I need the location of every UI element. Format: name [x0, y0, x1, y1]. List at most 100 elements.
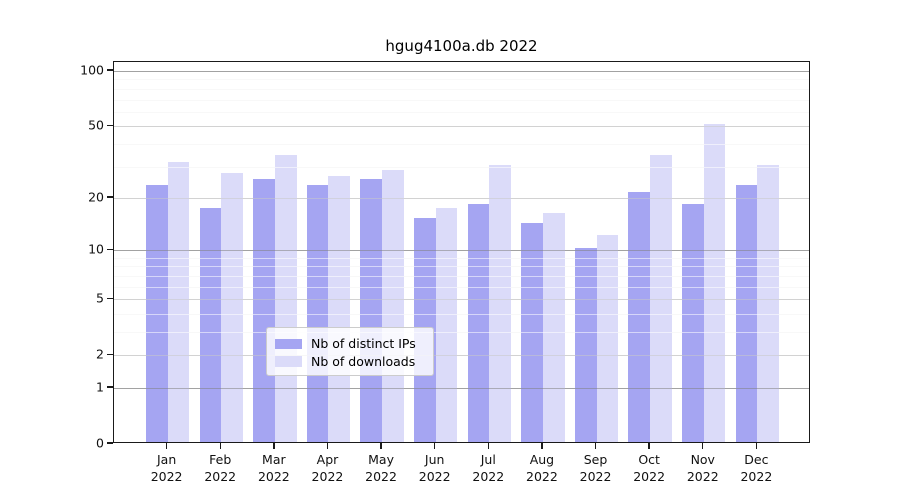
x-tick-label-year: 2022	[686, 469, 719, 484]
x-tick-label-month: Jun	[424, 452, 445, 467]
gridline-major-overlay-100	[114, 71, 809, 73]
x-tick-label-month: Dec	[744, 452, 769, 467]
x-tick-mark-mar	[273, 443, 275, 449]
x-tick-label-apr: Apr 2022	[282, 451, 372, 485]
y-tick-label-1: 1	[96, 379, 104, 395]
x-tick-mark-feb	[219, 443, 221, 449]
x-tick-label-mar: Mar 2022	[229, 451, 319, 485]
legend: Nb of distinct IPs Nb of downloads	[266, 327, 434, 376]
x-tick-mark-dec	[755, 443, 758, 449]
y-tick-label-100: 100	[80, 62, 104, 78]
x-tick-label-month: May	[368, 452, 394, 467]
bar-nb-of-downloads-dec	[757, 164, 780, 442]
gridline-minor-overlay-90	[114, 79, 809, 81]
x-tick-label-jan: Jan 2022	[122, 451, 212, 485]
y-tick-label-10: 10	[88, 241, 104, 257]
x-tick-label-dec: Dec 2022	[711, 451, 801, 485]
x-tick-label-year: 2022	[526, 469, 558, 484]
y-tick-mark-1	[107, 386, 113, 388]
nb-of-downloads-swatch-icon	[275, 356, 302, 367]
gridline-major-100	[114, 71, 809, 73]
y-tick-label-2: 2	[96, 346, 104, 362]
bar-nb-of-downloads-jan	[167, 161, 190, 442]
bar-nb-of-distinct-ips-jul	[467, 204, 490, 442]
bar-nb-of-downloads-jun	[435, 208, 458, 442]
x-tick-label-year: 2022	[204, 469, 237, 484]
bar-nb-of-downloads-oct	[650, 154, 672, 442]
bar-nb-of-distinct-ips-apr	[306, 185, 329, 442]
bar-nb-of-distinct-ips-may	[360, 178, 383, 442]
bar-nb-of-downloads-mar	[274, 154, 297, 442]
x-tick-mark-may	[380, 443, 382, 449]
legend-label: Nb of distinct IPs	[311, 336, 416, 352]
y-tick-mark-0	[107, 442, 113, 444]
gridline-minor-80	[114, 88, 809, 90]
x-tick-label-month: Jan	[156, 452, 177, 467]
legend-entry-nb-of-distinct-ips: Nb of distinct IPs	[275, 335, 425, 353]
bar-nb-of-distinct-ips-dec	[735, 185, 758, 442]
x-tick-label-nov: Nov 2022	[658, 451, 748, 485]
x-tick-label-month: Aug	[529, 452, 555, 467]
x-tick-mark-jun	[433, 443, 436, 449]
x-tick-label-year: 2022	[257, 469, 290, 484]
x-tick-label-year: 2022	[579, 469, 612, 484]
gridline-minor-60	[114, 111, 809, 113]
x-tick-label-month: Feb	[209, 452, 232, 467]
y-tick-label-0: 0	[96, 435, 104, 451]
bar-nb-of-distinct-ips-jan	[145, 185, 168, 442]
bar-nb-of-distinct-ips-nov	[682, 204, 704, 442]
y-tick-label-5: 5	[96, 290, 104, 306]
gridline-minor-90	[114, 79, 809, 81]
x-tick-label-feb: Feb 2022	[175, 451, 265, 485]
x-tick-label-jun: Jun 2022	[390, 451, 480, 485]
bar-nb-of-downloads-may	[382, 169, 404, 442]
nb-of-distinct-ips-swatch-icon	[275, 338, 302, 349]
legend-label: Nb of downloads	[311, 353, 416, 369]
x-tick-label-month: Mar	[262, 452, 286, 467]
x-tick-mark-jul	[487, 443, 489, 449]
x-tick-label-year: 2022	[150, 469, 183, 484]
chart-title: hgug4100a.db 2022	[385, 37, 538, 55]
x-tick-label-month: Nov	[690, 452, 715, 467]
bar-nb-of-distinct-ips-feb	[199, 208, 222, 442]
gridline-minor-overlay-70	[114, 99, 809, 101]
bar-nb-of-downloads-jul	[489, 164, 511, 442]
x-tick-label-sep: Sep 2022	[551, 451, 641, 485]
x-tick-label-year: 2022	[418, 469, 451, 484]
plot-area	[113, 61, 810, 443]
x-tick-label-aug: Aug 2022	[497, 451, 587, 485]
bar-nb-of-downloads-aug	[542, 213, 565, 442]
x-tick-mark-jan	[165, 443, 168, 449]
x-tick-label-month: Jul	[480, 452, 496, 467]
x-tick-label-year: 2022	[365, 469, 397, 484]
x-tick-mark-oct	[648, 443, 650, 449]
bar-nb-of-distinct-ips-sep	[574, 248, 597, 442]
bar-nb-of-downloads-feb	[221, 172, 243, 442]
y-tick-mark-10	[107, 248, 113, 250]
bar-nb-of-downloads-apr	[328, 175, 351, 442]
x-tick-label-year: 2022	[740, 469, 773, 484]
legend-entry-nb-of-downloads: Nb of downloads	[275, 353, 425, 371]
y-tick-label-20: 20	[88, 189, 104, 205]
x-tick-label-month: Oct	[638, 452, 660, 467]
gridline-minor-70	[114, 99, 809, 101]
gridline-minor-overlay-80	[114, 88, 809, 90]
x-tick-label-year: 2022	[633, 469, 666, 484]
x-tick-label-jul: Jul 2022	[443, 451, 533, 485]
gridline-minor-overlay-60	[114, 111, 809, 113]
x-tick-label-year: 2022	[311, 469, 344, 484]
x-tick-label-month: Sep	[583, 452, 608, 467]
bar-nb-of-distinct-ips-mar	[253, 178, 275, 442]
x-tick-label-month: Apr	[316, 452, 339, 467]
x-tick-mark-sep	[594, 443, 597, 449]
y-tick-mark-20	[107, 196, 113, 198]
y-tick-mark-5	[107, 297, 113, 299]
bar-nb-of-distinct-ips-aug	[521, 223, 543, 442]
bar-nb-of-distinct-ips-oct	[628, 192, 651, 442]
x-tick-mark-apr	[326, 443, 329, 449]
bar-nb-of-downloads-nov	[703, 124, 726, 442]
x-tick-label-may: May 2022	[336, 451, 426, 485]
x-tick-label-oct: Oct 2022	[604, 451, 694, 485]
bar-nb-of-downloads-sep	[596, 234, 619, 442]
